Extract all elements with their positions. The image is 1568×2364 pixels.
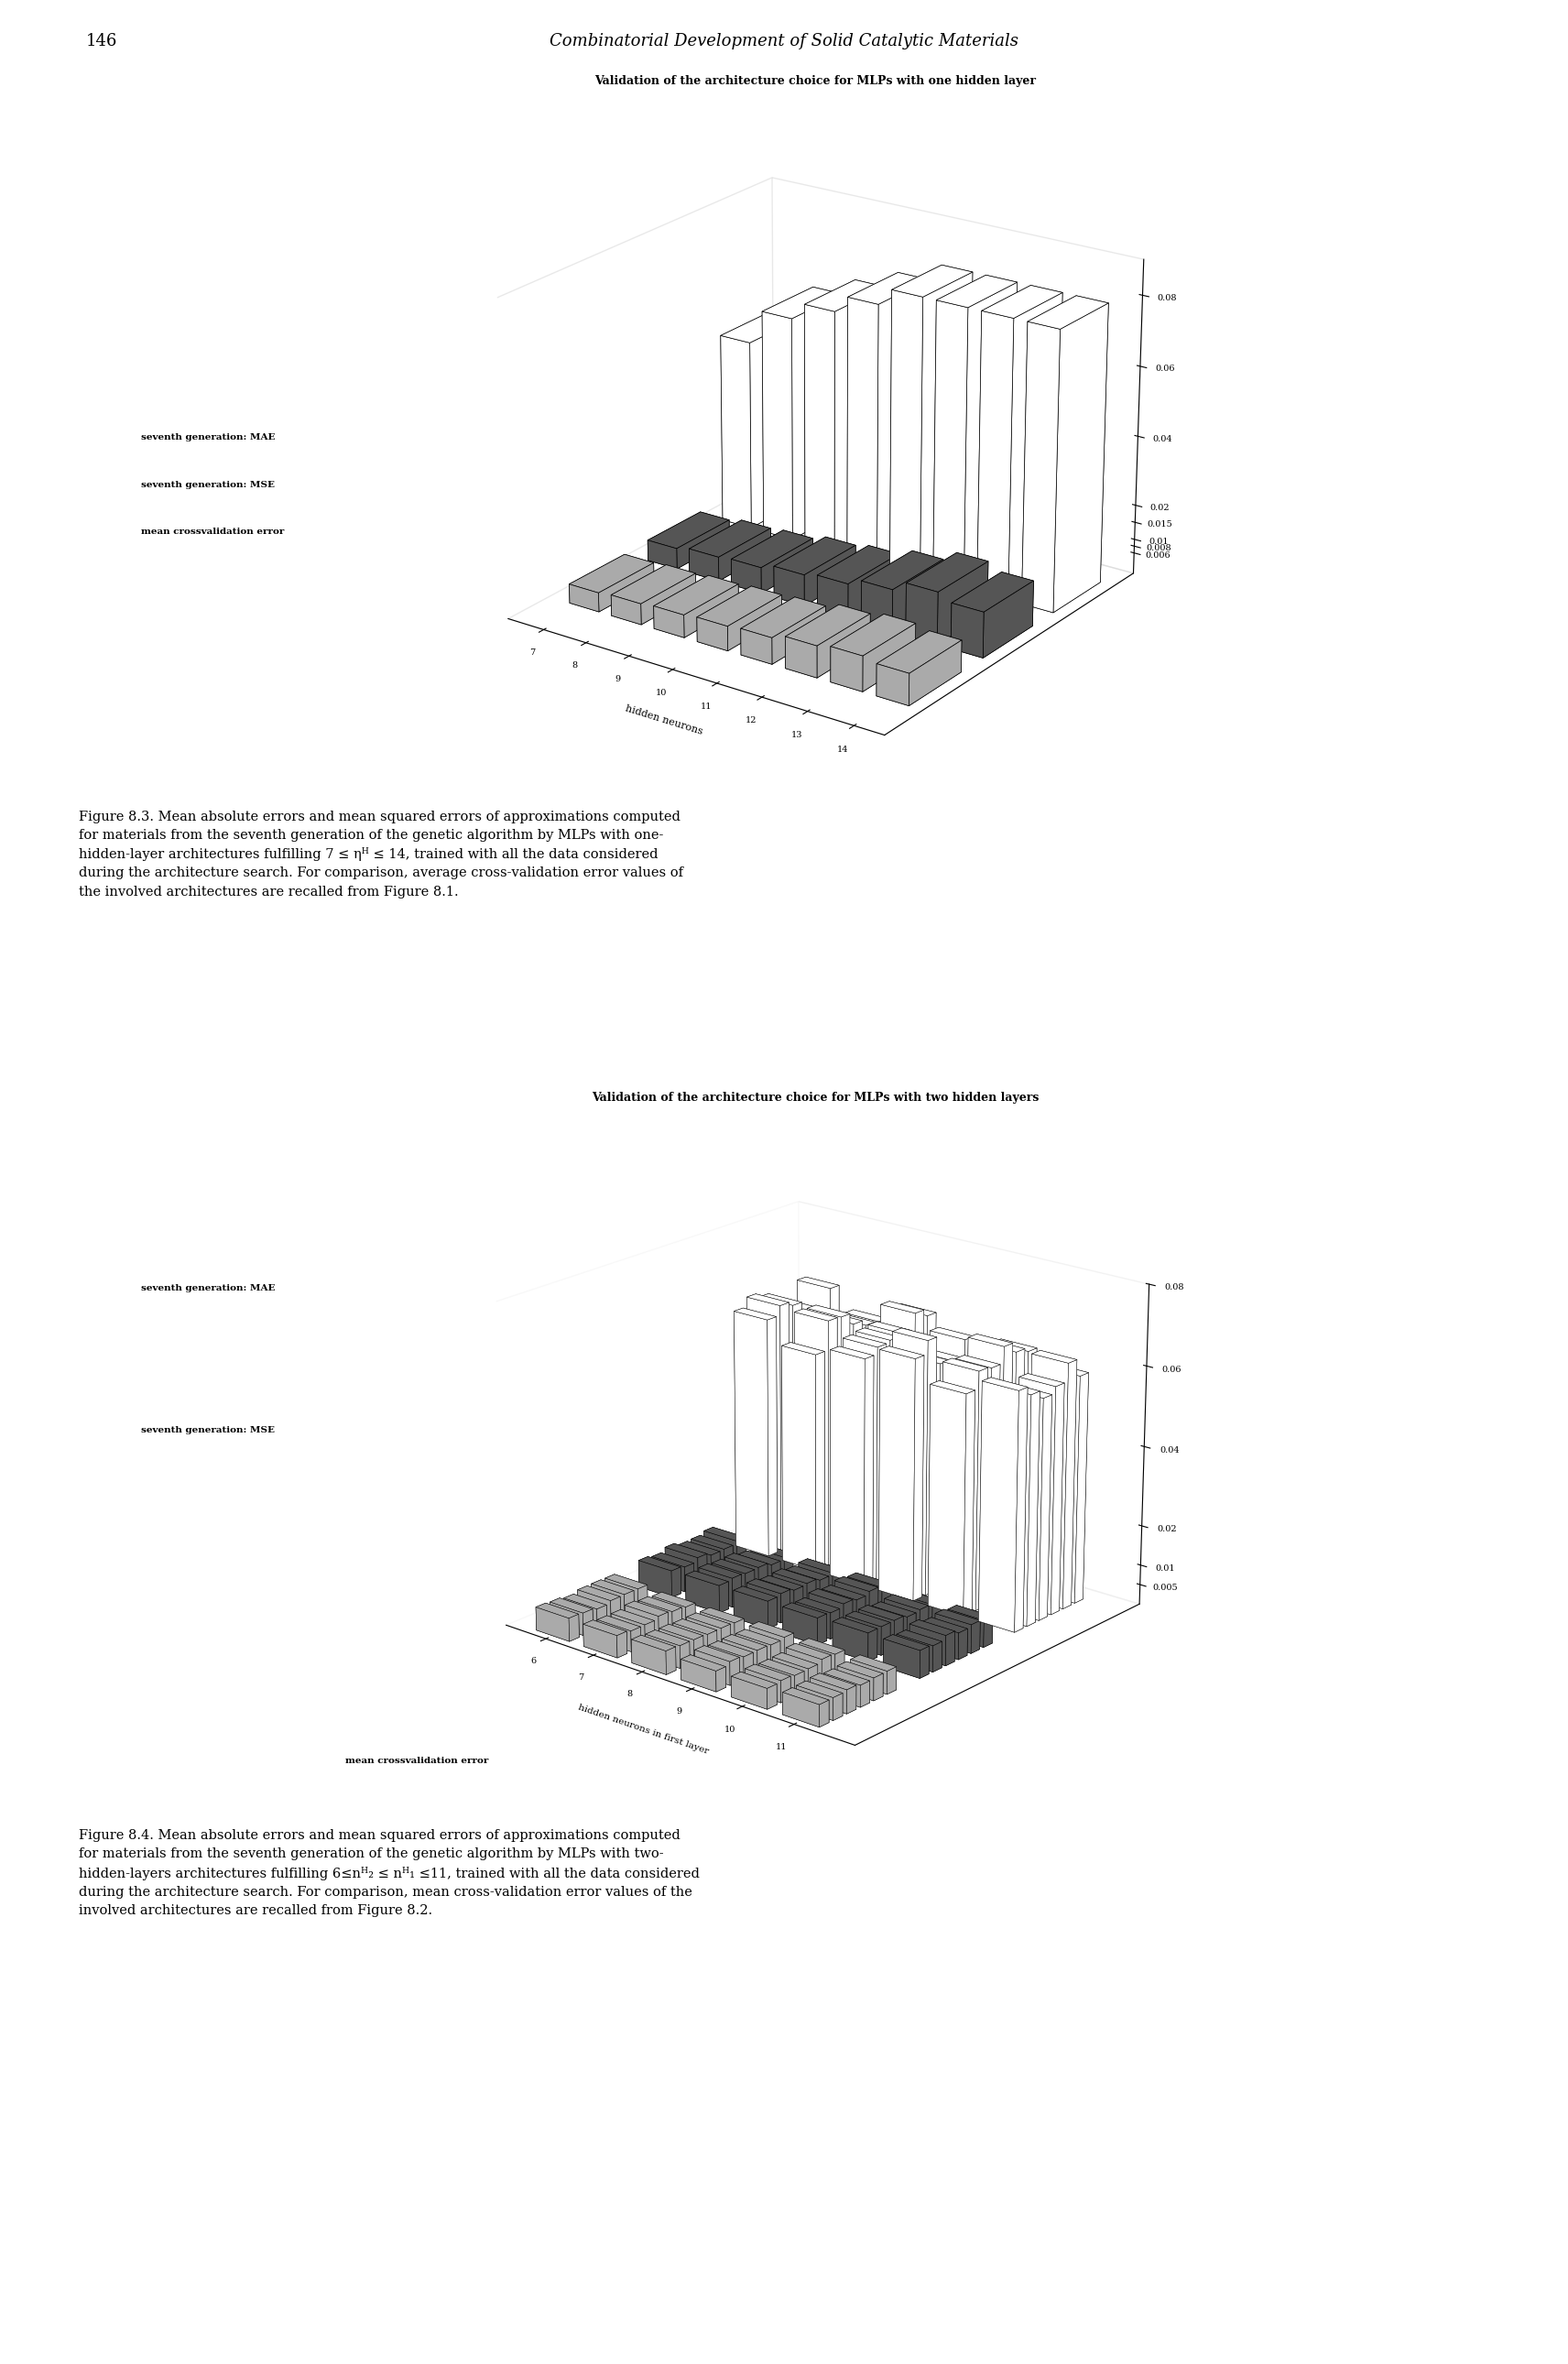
Text: Combinatorial Development of Solid Catalytic Materials: Combinatorial Development of Solid Catal… [549, 33, 1019, 50]
Title: Validation of the architecture choice for MLPs with two hidden layers: Validation of the architecture choice fo… [591, 1092, 1040, 1104]
Text: seventh generation: MSE: seventh generation: MSE [141, 480, 274, 489]
Text: Figure 8.3. Mean absolute errors and mean squared errors of approximations compu: Figure 8.3. Mean absolute errors and mea… [78, 811, 684, 898]
Text: Figure 8.4. Mean absolute errors and mean squared errors of approximations compu: Figure 8.4. Mean absolute errors and mea… [78, 1830, 699, 1917]
Text: 146: 146 [86, 33, 118, 50]
Text: mean crossvalidation error: mean crossvalidation error [345, 1756, 488, 1766]
X-axis label: hidden neurons in first layer: hidden neurons in first layer [577, 1704, 709, 1756]
Text: mean crossvalidation error: mean crossvalidation error [141, 527, 284, 537]
Title: Validation of the architecture choice for MLPs with one hidden layer: Validation of the architecture choice fo… [594, 76, 1036, 87]
Text: seventh generation: MAE: seventh generation: MAE [141, 1284, 276, 1293]
X-axis label: hidden neurons: hidden neurons [624, 704, 704, 738]
Text: seventh generation: MAE: seventh generation: MAE [141, 433, 276, 442]
Text: seventh generation: MSE: seventh generation: MSE [141, 1425, 274, 1435]
